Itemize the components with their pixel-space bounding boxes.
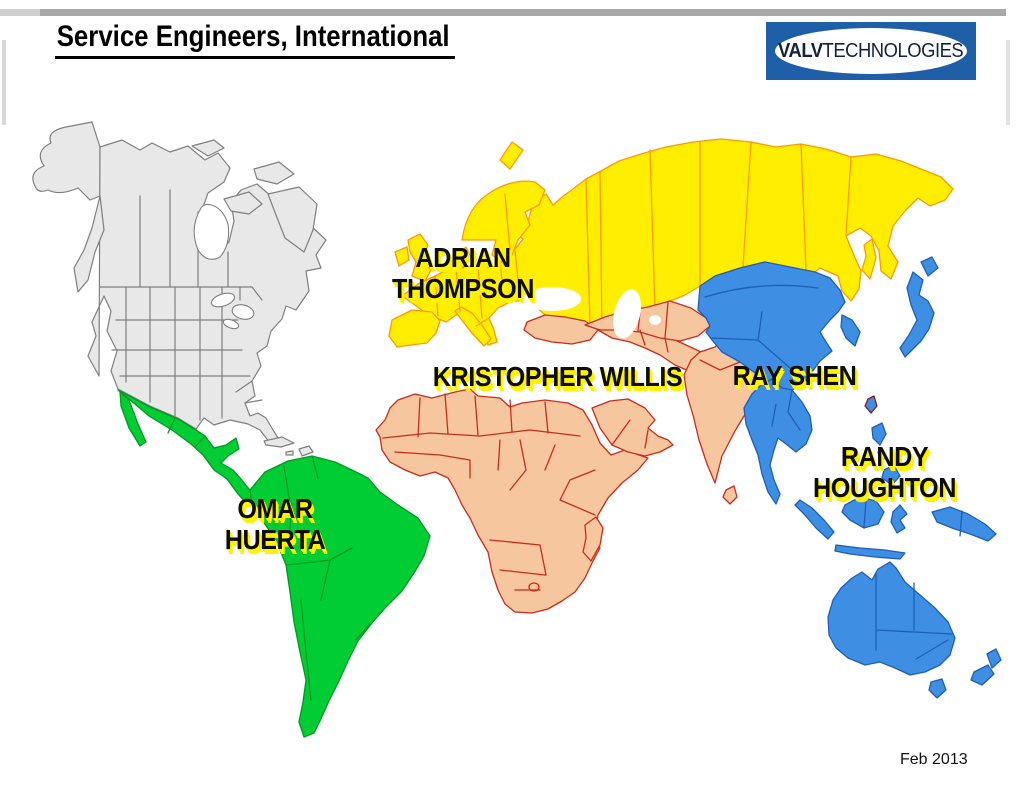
label-randy-houghton: RANDY HOUGHTON [813,441,956,503]
sumatra [794,499,835,540]
madagascar [582,516,604,562]
left-edge-line [2,40,6,125]
turkey [523,314,599,345]
region-north-america [32,121,327,457]
sakhalin [861,238,877,280]
taiwan [864,395,878,414]
scandinavia [461,180,546,263]
java [834,544,906,560]
logo-wordmark-rest: TECHNOLOGIES [822,39,964,62]
asia-internal-lines [704,284,963,537]
top-rule-bar [0,9,1006,16]
south-america [249,455,431,738]
label-ray-shen: RAY SHEN [732,360,857,391]
label-adrian-thompson: ADRIAN THOMPSON [391,242,535,304]
baja-california [119,391,147,447]
arctic-island-1 [223,191,263,215]
philippines-mindanao [881,464,901,486]
cuba-island [263,436,295,448]
mexico-central-america [117,389,264,510]
right-edge-line [1006,40,1010,125]
us-state-lines-vertical [125,286,241,421]
valv-technologies-logo: VALVTECHNOLOGIES [766,22,976,80]
arabia [591,398,674,457]
indochina-malay [743,378,813,505]
top-rule-bar-cap [0,9,40,16]
logo-wordmark-bold: VALV [778,39,823,62]
black-sea [523,287,581,311]
great-lake-erie [222,318,240,330]
japan-honshu [899,271,935,358]
borneo [841,496,885,529]
australia [827,561,956,676]
tasmania [928,678,947,699]
region-latin-america [117,389,431,738]
new-zealand-south [970,664,995,686]
great-lake-huron [231,304,255,320]
page-title: Service Engineers, International [55,20,455,59]
hudson-bay [193,203,230,260]
japan-hokkaido [920,256,939,277]
canada-usa-mainland [87,139,327,444]
iberia [388,309,441,348]
philippines-luzon [871,422,887,446]
hispaniola-island [298,445,314,457]
caspian-sea [613,289,641,339]
lesotho-border [528,582,540,592]
novaya-zemlya [499,141,524,170]
philippines-mid [877,451,887,464]
alaska-panhandle [73,195,105,293]
jamaica-island [285,450,294,456]
italy [454,306,492,347]
footer-date: Feb 2013 [900,751,968,768]
aral-sea [649,315,661,325]
russia-region-lines [585,141,852,330]
africa-country-lines [382,301,771,591]
great-lake-superior [210,292,236,308]
sri-lanka [722,485,738,505]
us-state-lines-horizontal [111,319,263,404]
latam-internal-borders [167,417,371,701]
label-kristopher-willis: KRISTOPHER WILLIS [432,361,683,392]
alaska [32,121,101,201]
china-mongolia [697,261,846,391]
australia-state-lines [875,573,953,660]
logo-ellipse: VALVTECHNOLOGIES [775,28,967,74]
logo-wordmark: VALVTECHNOLOGIES [778,39,964,63]
water-bodies [193,203,661,339]
arctic-island-3 [191,139,225,157]
europe-country-lines [434,193,521,327]
arctic-island-baffin [267,186,318,253]
africa [375,388,649,614]
sulawesi [890,504,908,534]
new-guinea [931,506,997,542]
region-east-asia-oceania [697,256,1002,699]
great-britain [407,233,432,282]
label-omar-huerta: OMAR HUERTA [224,493,326,555]
new-zealand-north [986,648,1002,669]
arctic-island-2 [253,161,295,185]
korea [840,314,861,347]
ireland [394,246,410,267]
